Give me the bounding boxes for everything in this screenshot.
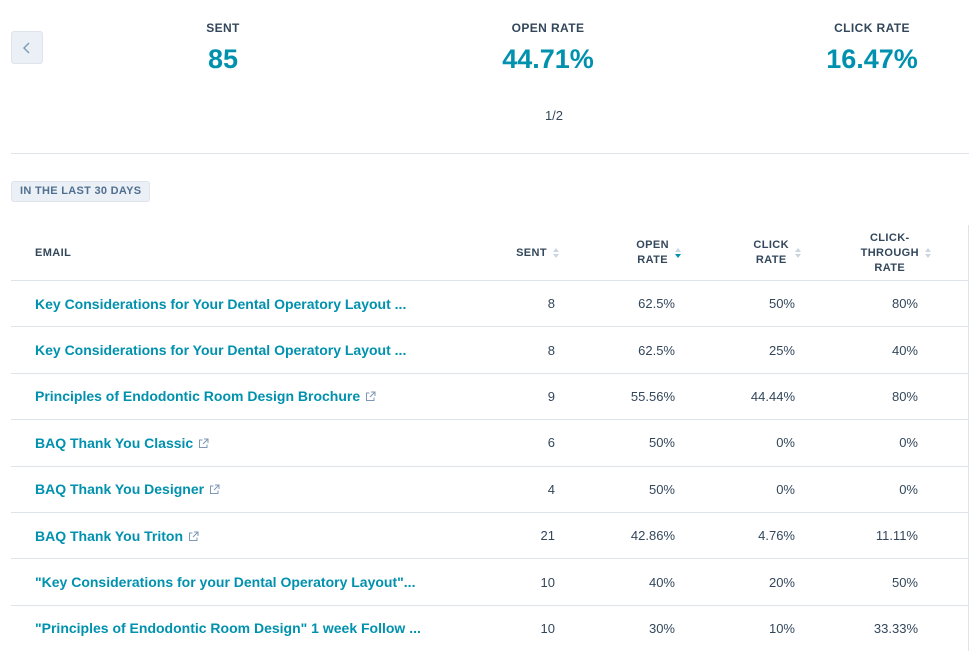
column-header-click-rate-label: CLICK RATE <box>753 239 789 266</box>
email-link[interactable]: BAQ Thank You Triton <box>35 528 199 544</box>
sent-cell: 10 <box>540 574 555 590</box>
open-rate-cell: 40% <box>648 574 675 590</box>
stat-click-rate-value: 16.47% <box>826 44 918 74</box>
open-rate-cell: 42.86% <box>630 528 675 544</box>
click-rate-cell: 44.44% <box>750 388 795 404</box>
stat-open-rate-label: OPEN RATE <box>511 21 585 35</box>
column-header-sent[interactable]: SENT <box>471 225 559 281</box>
click-through-rate-cell: 50% <box>891 574 918 590</box>
external-link-icon <box>189 531 199 541</box>
click-through-rate-cell: 33.33% <box>873 620 918 636</box>
column-header-open-rate-label: OPEN RATE <box>636 239 669 266</box>
email-link[interactable]: BAQ Thank You Designer <box>35 481 220 497</box>
stat-sent-label: SENT <box>206 21 240 35</box>
table-row: "Key Considerations for your Dental Oper… <box>11 559 969 606</box>
stat-click-rate: CLICK RATE 16.47% <box>772 20 969 75</box>
stats-pager: 1/2 <box>544 108 564 123</box>
chevron-left-icon <box>23 42 30 53</box>
column-header-email: EMAIL <box>35 246 72 259</box>
email-cell: BAQ Thank You Designer <box>35 467 455 512</box>
email-table: EMAIL SENT OPEN RATE CLICK RATE CLIC <box>11 225 969 651</box>
period-tag: IN THE LAST 30 DAYS <box>11 181 151 202</box>
stat-click-rate-label: CLICK RATE <box>834 21 910 35</box>
email-cell: Key Considerations for Your Dental Opera… <box>35 281 455 326</box>
click-rate-cell: 20% <box>768 574 795 590</box>
external-link-icon <box>199 438 209 448</box>
email-link[interactable]: BAQ Thank You Classic <box>35 435 209 451</box>
table-body: Key Considerations for Your Dental Opera… <box>11 281 969 651</box>
open-rate-cell: 55.56% <box>630 388 675 404</box>
column-header-click-through-rate[interactable]: CLICK- THROUGH RATE <box>831 225 931 281</box>
table-row: Principles of Endodontic Room Design Bro… <box>11 374 969 421</box>
click-rate-cell: 0% <box>776 481 795 497</box>
table-row: Key Considerations for Your Dental Opera… <box>11 327 969 374</box>
email-link[interactable]: Key Considerations for Your Dental Opera… <box>35 295 407 312</box>
email-cell: BAQ Thank You Triton <box>35 513 455 558</box>
sent-cell: 8 <box>547 296 555 312</box>
click-through-rate-cell: 80% <box>891 388 918 404</box>
stat-sent-value: 85 <box>207 44 239 74</box>
open-rate-cell: 50% <box>648 435 675 451</box>
click-rate-cell: 0% <box>776 435 795 451</box>
sent-cell: 8 <box>547 342 555 358</box>
open-rate-cell: 30% <box>648 620 675 636</box>
click-rate-cell: 10% <box>768 620 795 636</box>
column-header-ctr-label: CLICK- THROUGH RATE <box>860 231 919 274</box>
column-header-open-rate[interactable]: OPEN RATE <box>591 225 681 281</box>
click-through-rate-cell: 11.11% <box>875 528 918 544</box>
table-row: BAQ Thank You Classic 6 50% 0% 0% <box>11 420 969 467</box>
column-header-sent-label: SENT <box>516 246 547 259</box>
sent-cell: 21 <box>540 528 555 544</box>
table-row: Key Considerations for Your Dental Opera… <box>11 281 969 328</box>
sent-cell: 6 <box>547 435 555 451</box>
stat-sent: SENT 85 <box>123 20 323 75</box>
stat-open-rate-value: 44.71% <box>502 44 594 74</box>
open-rate-cell: 62.5% <box>638 342 675 358</box>
sort-icon <box>795 248 801 258</box>
table-row: "Principles of Endodontic Room Design" 1… <box>11 606 969 651</box>
email-link[interactable]: "Principles of Endodontic Room Design" 1… <box>35 620 421 637</box>
click-rate-cell: 4.76% <box>758 528 795 544</box>
external-link-icon <box>210 484 220 495</box>
email-cell: Key Considerations for Your Dental Opera… <box>35 327 455 372</box>
stat-open-rate: OPEN RATE 44.71% <box>448 20 648 75</box>
sort-icon <box>925 248 931 258</box>
external-link-icon <box>366 391 376 402</box>
email-link[interactable]: "Key Considerations for your Dental Oper… <box>35 574 416 591</box>
click-through-rate-cell: 40% <box>891 342 918 358</box>
table-row: BAQ Thank You Designer 4 50% 0% 0% <box>11 467 969 513</box>
email-cell: "Principles of Endodontic Room Design" 1… <box>35 606 455 651</box>
open-rate-cell: 62.5% <box>638 296 675 312</box>
email-cell: "Key Considerations for your Dental Oper… <box>35 559 455 604</box>
click-through-rate-cell: 0% <box>899 481 918 497</box>
email-link[interactable]: Key Considerations for Your Dental Opera… <box>35 342 407 359</box>
sent-cell: 10 <box>540 620 555 636</box>
sent-cell: 4 <box>547 481 555 497</box>
click-rate-cell: 50% <box>768 296 795 312</box>
table-row: BAQ Thank You Triton 21 42.86% 4.76% 11.… <box>11 513 969 560</box>
click-through-rate-cell: 80% <box>891 296 918 312</box>
divider <box>11 153 969 154</box>
column-header-click-rate[interactable]: CLICK RATE <box>711 225 801 281</box>
click-rate-cell: 25% <box>768 342 795 358</box>
sort-descending-icon <box>675 248 681 258</box>
sent-cell: 9 <box>547 388 555 404</box>
click-through-rate-cell: 0% <box>899 435 918 451</box>
email-cell: Principles of Endodontic Room Design Bro… <box>35 374 455 419</box>
email-cell: BAQ Thank You Classic <box>35 420 455 465</box>
open-rate-cell: 50% <box>648 481 675 497</box>
previous-stats-button[interactable] <box>11 31 43 64</box>
table-header: EMAIL SENT OPEN RATE CLICK RATE CLIC <box>11 225 969 281</box>
sort-icon <box>553 248 559 258</box>
email-link[interactable]: Principles of Endodontic Room Design Bro… <box>35 388 376 404</box>
